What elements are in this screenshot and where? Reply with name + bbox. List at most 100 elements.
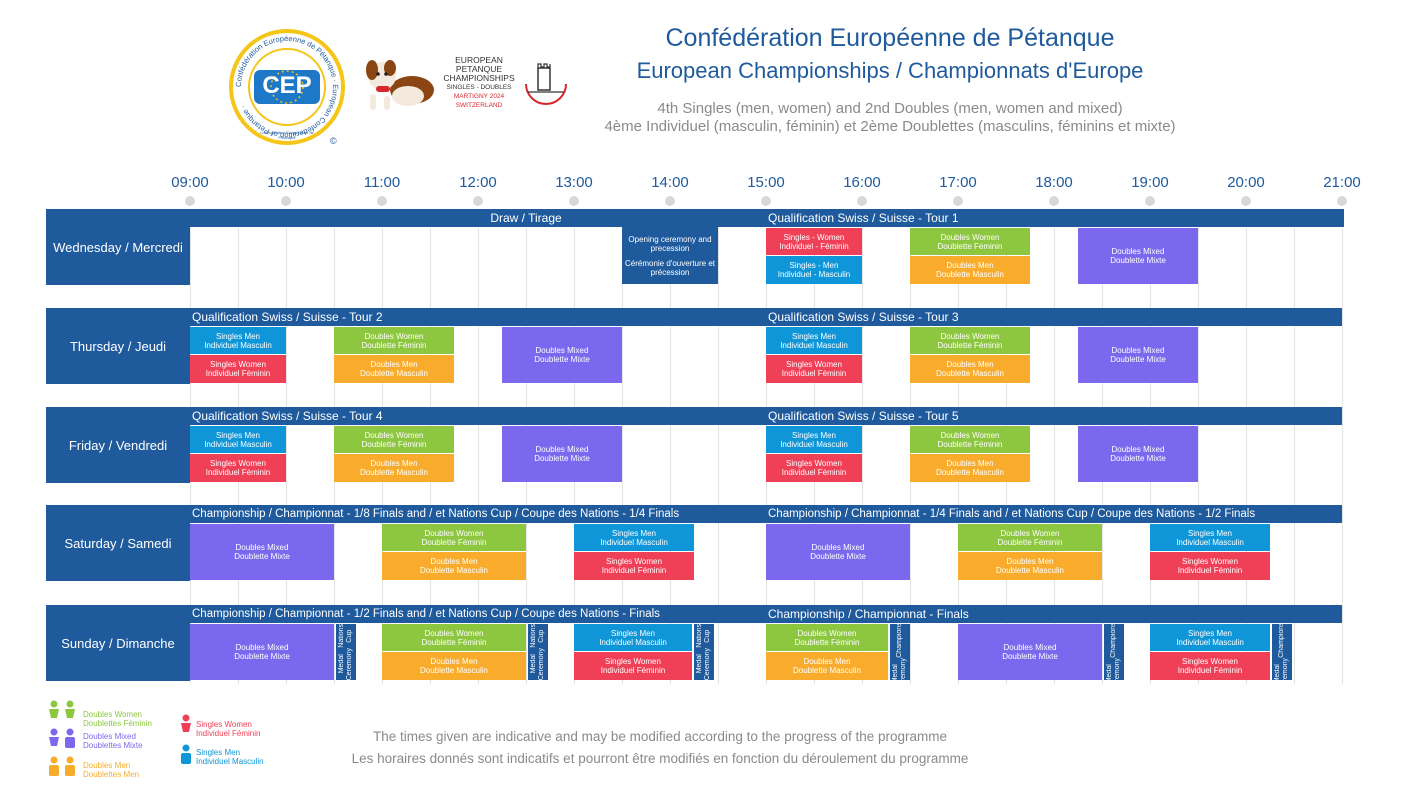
event-doubles-mixed: Doubles Mixed Doublette Mixte	[1078, 426, 1198, 482]
footer-note-en: The times given are indicative and may b…	[372, 729, 948, 744]
dog-mascot-icon	[362, 52, 438, 114]
event-singles-men: Singles Men Individuel Masculin	[766, 327, 862, 354]
event-singles-women: Singles - Women Individuel - Féminin	[766, 228, 862, 255]
page-title: Confédération Européenne de Pétanque	[665, 24, 1115, 52]
event-doubles-men: Doubles Men Doublette Masculin	[766, 652, 888, 680]
event-logo-line6: SWITZERLAND	[455, 102, 503, 109]
event-doubles-mixed: Doubles Mixed Doublette Mixte	[502, 327, 622, 383]
event-singles-men: Singles - Men Individuel - Masculin	[766, 256, 862, 284]
event-doubles-women: Doubles Women Doublette Féminin	[334, 327, 454, 354]
grid-line	[1342, 228, 1343, 684]
event-singles-men: Singles Men Individuel Masculin	[190, 327, 286, 354]
event-doubles-mixed: Doubles Mixed Doublette Mixte	[958, 624, 1102, 680]
hour-label: 17:00	[939, 174, 977, 191]
hour-label: 20:00	[1227, 174, 1265, 191]
event-doubles-women: Doubles Women Doublette Féminin	[382, 624, 526, 651]
event-singles-men: Singles Men Individuel Masculin	[574, 524, 694, 551]
fri-bar-left: Qualification Swiss / Suisse - Tour 4	[190, 407, 766, 425]
event-doubles-women: Doubles Women Doublette Féminin	[958, 524, 1102, 551]
event-doubles-men: Doubles Men Doublette Masculin	[334, 355, 454, 383]
hour-label: 12:00	[459, 174, 497, 191]
time-marker	[1337, 196, 1347, 206]
time-marker	[1049, 196, 1059, 206]
nations-cup-medal-ceremony: Nations Cup Medal Ceremony	[694, 624, 714, 680]
event-singles-women: Singles Women Individuel Féminin	[1150, 552, 1270, 580]
event-singles-women: Singles Women Individuel Féminin	[766, 355, 862, 383]
legend-doubles-mixed-fr: Doublettes Mixte	[83, 741, 143, 750]
time-marker	[857, 196, 867, 206]
hour-label: 09:00	[171, 174, 209, 191]
copyright-mark: ©	[330, 136, 337, 146]
subtitle-french: 4ème Individuel (masculin, féminin) et 2…	[604, 118, 1176, 135]
opening-ceremony-en: Opening ceremony and precession	[628, 234, 712, 253]
page-subtitle: European Championships / Championnats d'…	[636, 58, 1144, 83]
time-marker	[761, 196, 771, 206]
doubles-mixed-icon	[49, 728, 75, 748]
thu-bar-left: Qualification Swiss / Suisse - Tour 2	[190, 308, 766, 326]
hour-label: 14:00	[651, 174, 689, 191]
event-singles-men: Singles Men Individuel Masculin	[1150, 624, 1270, 651]
event-logo-text: EUROPEAN PETANQUE CHAMPIONSHIPS SINGLES …	[438, 56, 520, 110]
legend-doubles-men-fr: Doublettes Men	[83, 770, 140, 779]
hour-label: 13:00	[555, 174, 593, 191]
fri-bar-right: Qualification Swiss / Suisse - Tour 5	[766, 407, 1342, 425]
footer-note-fr: Les horaires donnés sont indicatifs et p…	[351, 751, 969, 766]
event-singles-men: Singles Men Individuel Masculin	[1150, 524, 1270, 551]
event-singles-women: Singles Women Individuel Féminin	[1150, 652, 1270, 680]
championship-medal-ceremony: Championship Medal Ceremony	[1272, 624, 1292, 680]
sat-bar-left: Championship / Championnat - 1/8 Finals …	[190, 505, 766, 523]
event-doubles-women: Doubles Women Doublette Féminin	[910, 327, 1030, 354]
legend-singles-women: Singles Women	[196, 720, 252, 729]
event-logo-line5: MARTIGNY 2024	[453, 93, 505, 100]
time-marker	[377, 196, 387, 206]
day-label-saturday: Saturday / Samedi	[46, 505, 190, 581]
event-doubles-men: Doubles Men Doublette Masculin	[334, 454, 454, 482]
time-marker	[473, 196, 483, 206]
time-marker	[1145, 196, 1155, 206]
day-label-wednesday: Wednesday / Mercredi	[46, 209, 190, 285]
day-label-friday: Friday / Vendredi	[46, 407, 190, 483]
thu-bar-right: Qualification Swiss / Suisse - Tour 3	[766, 308, 1342, 326]
day-label-thursday: Thursday / Jeudi	[46, 308, 190, 384]
doubles-men-icon	[49, 756, 75, 776]
championship-medal-ceremony: Championship Medal Ceremony	[890, 624, 910, 680]
time-marker	[569, 196, 579, 206]
hour-label: 10:00	[267, 174, 305, 191]
wed-draw-bar: Draw / Tirage	[430, 209, 622, 227]
event-doubles-men: Doubles Men Doublette Masculin	[382, 652, 526, 680]
event-doubles-women: Doubles Women Doublette Féminin	[334, 426, 454, 453]
cep-logo-letters: CEP	[262, 72, 312, 99]
event-singles-women: Singles Women Individuel Féminin	[574, 552, 694, 580]
event-singles-men: Singles Men Individuel Masculin	[190, 426, 286, 453]
sat-bar-right: Championship / Championnat - 1/4 Finals …	[766, 505, 1342, 523]
event-doubles-mixed: Doubles Mixed Doublette Mixte	[1078, 228, 1198, 284]
legend-doubles-women-fr: Doublettes Féminin	[83, 719, 152, 728]
hour-label: 15:00	[747, 174, 785, 191]
singles-women-icon	[181, 714, 191, 732]
legend-singles-men-fr: Individuel Masculin	[196, 757, 264, 766]
hour-label: 16:00	[843, 174, 881, 191]
opening-ceremony-fr: Cérémonie d'ouverture et précession	[624, 258, 716, 277]
hour-label: 18:00	[1035, 174, 1073, 191]
nations-cup-medal-ceremony: Nations Cup Medal Ceremony	[528, 624, 548, 680]
event-doubles-mixed: Doubles Mixed Doublette Mixte	[766, 524, 910, 580]
event-logo-line4: SINGLES - DOUBLES	[446, 84, 512, 91]
event-singles-men: Singles Men Individuel Masculin	[766, 426, 862, 453]
event-doubles-mixed: Doubles Mixed Doublette Mixte	[1078, 327, 1198, 383]
doubles-women-icon	[49, 700, 75, 718]
sun-bar-right: Championship / Championnat - Finals	[766, 605, 1342, 623]
legend: Doubles Women Doublettes Féminin Doubles…	[46, 700, 286, 790]
event-doubles-mixed: Doubles Mixed Doublette Mixte	[190, 624, 334, 680]
event-singles-men: Singles Men Individuel Masculin	[574, 624, 692, 651]
time-marker	[281, 196, 291, 206]
nations-cup-medal-ceremony: Nations Cup Medal Ceremony	[336, 624, 356, 680]
subtitle-english: 4th Singles (men, women) and 2nd Doubles…	[657, 100, 1123, 117]
event-doubles-mixed: Doubles Mixed Doublette Mixte	[190, 524, 334, 580]
event-doubles-women: Doubles Women Doublette Féminin	[910, 228, 1030, 255]
event-singles-women: Singles Women Individuel Féminin	[574, 652, 692, 680]
wed-qualification-bar: Qualification Swiss / Suisse - Tour 1	[766, 209, 1344, 227]
legend-singles-men: Singles Men	[196, 748, 241, 757]
hour-label: 11:00	[363, 174, 401, 191]
event-singles-women: Singles Women Individuel Féminin	[766, 454, 862, 482]
legend-singles-women-fr: Individuel Féminin	[196, 729, 261, 738]
